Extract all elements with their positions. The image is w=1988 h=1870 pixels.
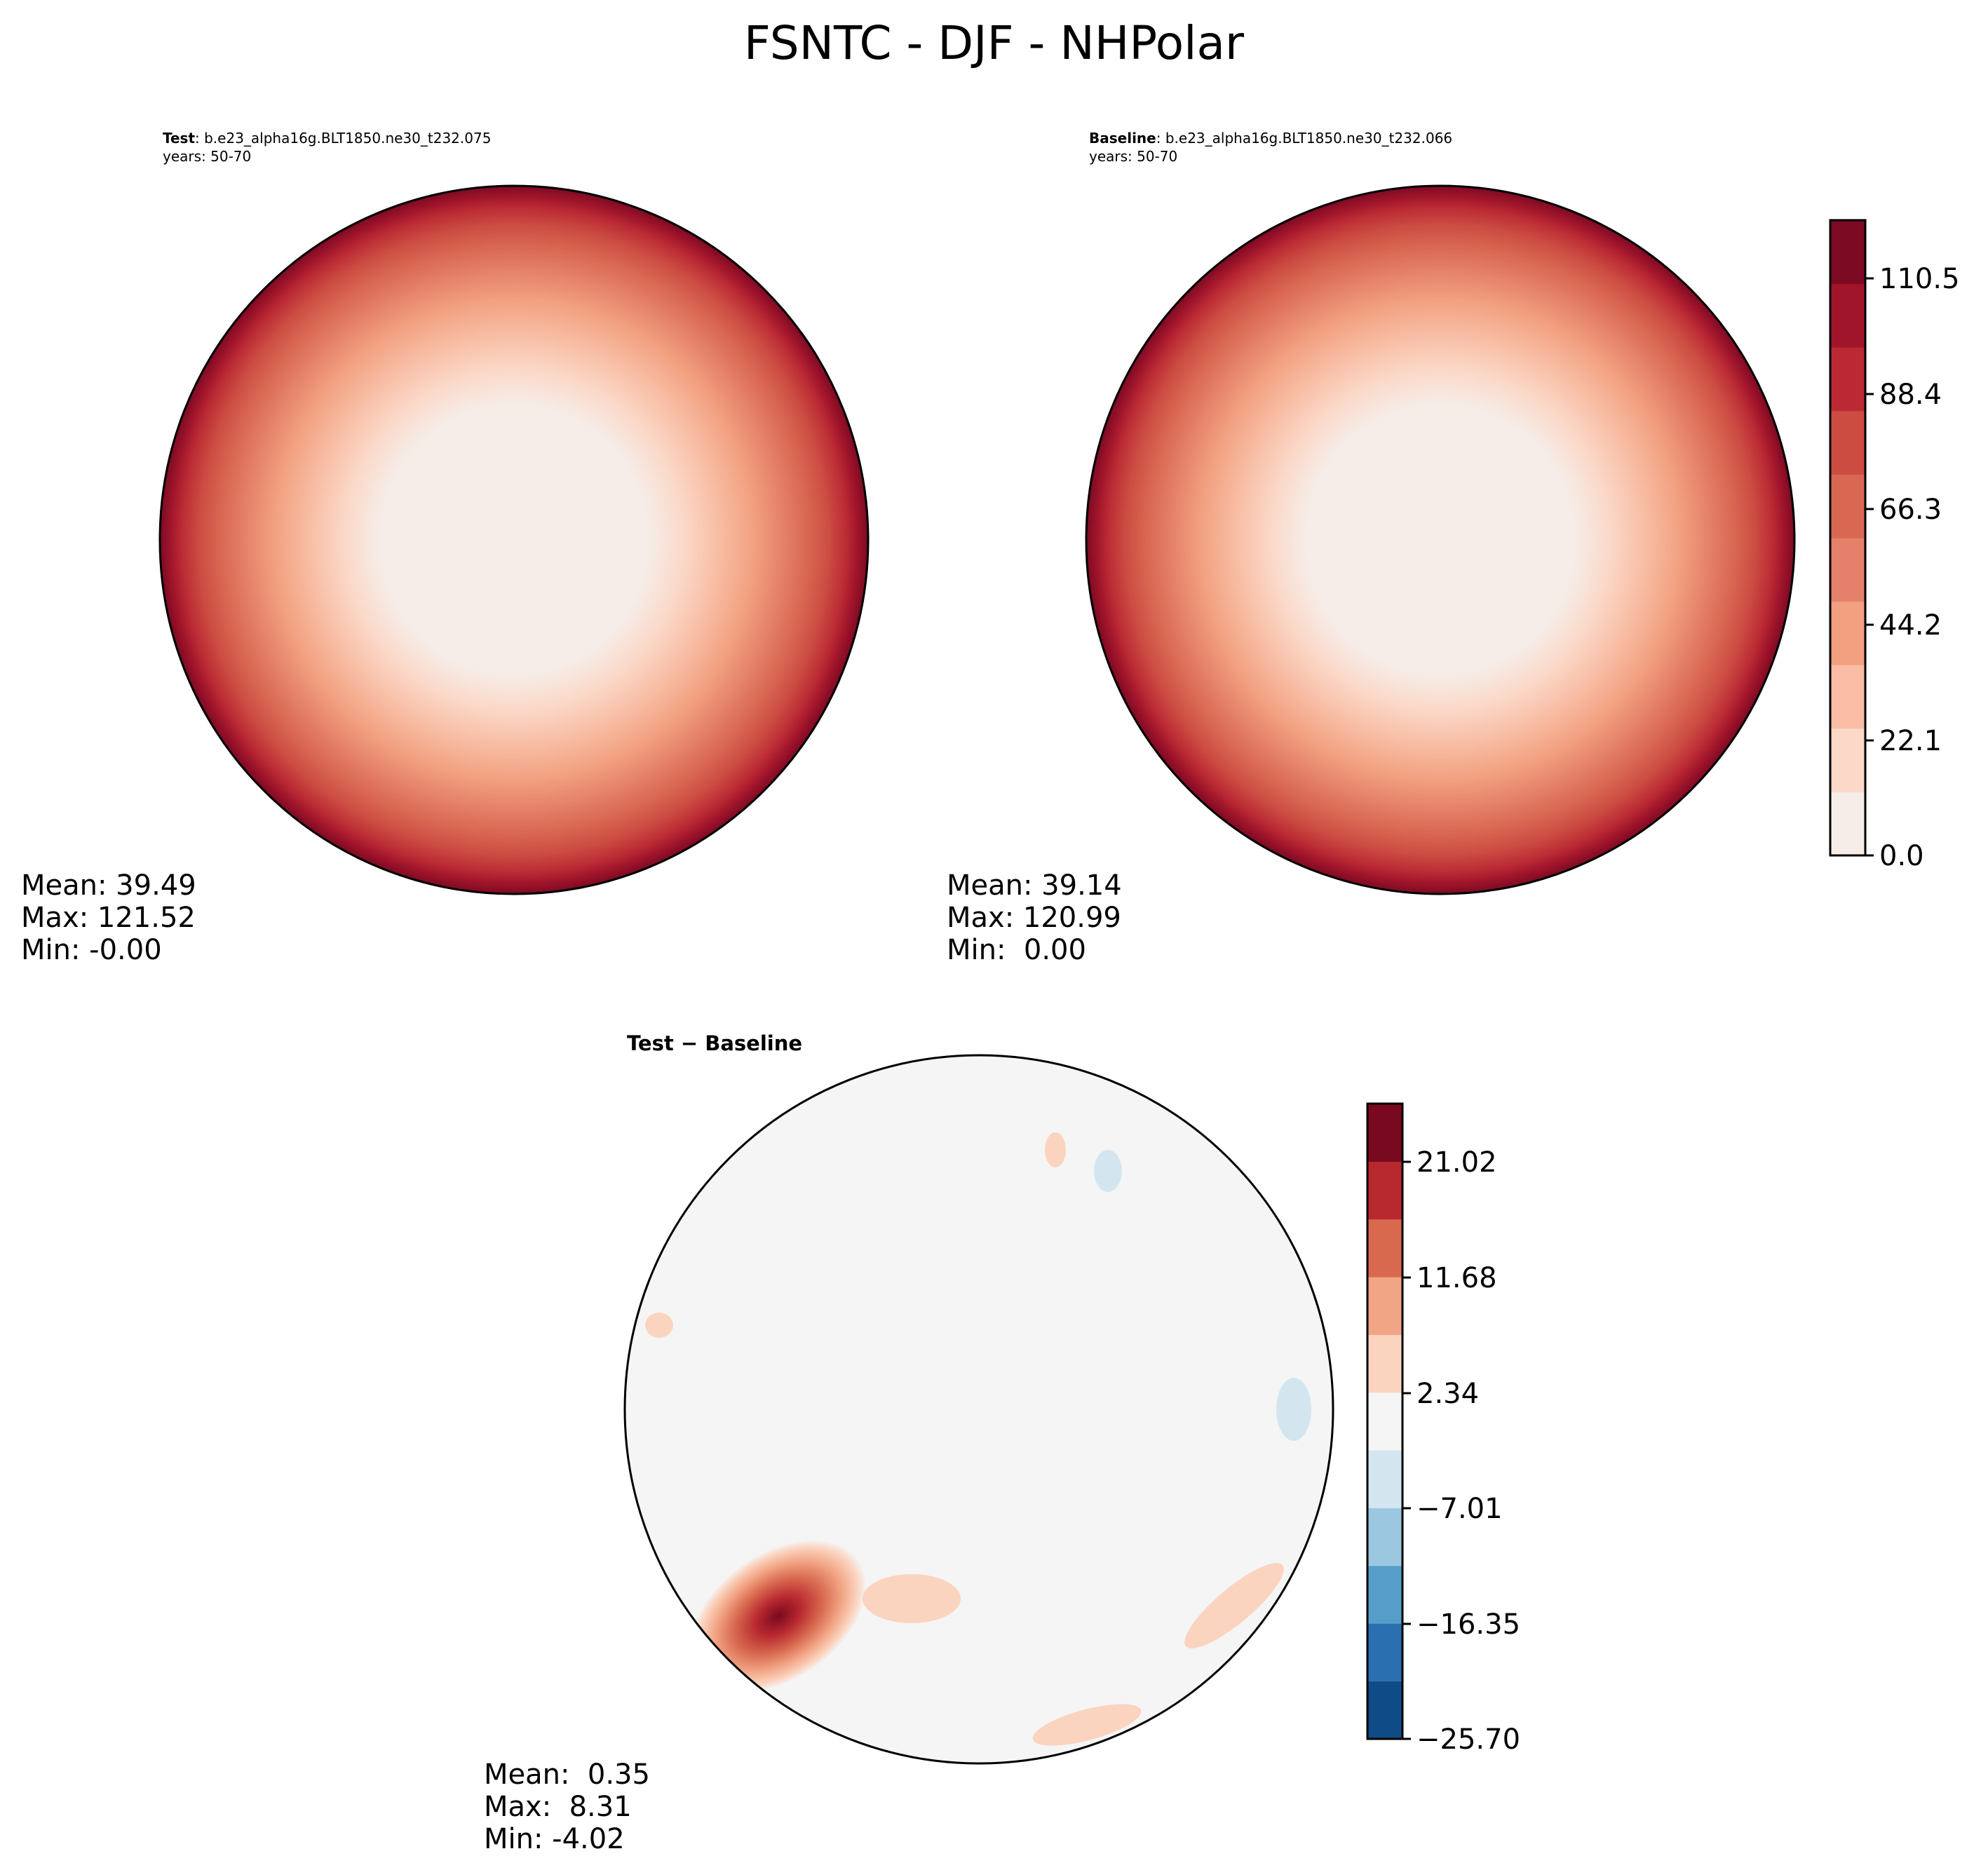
baseline-map-frame <box>1085 184 1796 895</box>
difference-colorbar-segment <box>1367 1277 1402 1335</box>
difference-mean: Mean: 0.35 <box>484 1759 650 1791</box>
baseline-case-name: : b.e23_alpha16g.BLT1850.ne30_t232.066 <box>1156 130 1453 147</box>
difference-colorbar-tick-label: −7.01 <box>1416 1493 1503 1525</box>
difference-title: Test − Baseline <box>627 1031 803 1055</box>
test-stats: Mean: 39.49 Max: 121.52 Min: -0.00 <box>21 869 196 966</box>
baseline-min: Min: 0.00 <box>947 934 1086 966</box>
positive-anomaly-west <box>645 1313 673 1338</box>
difference-colorbar-segment <box>1367 1392 1402 1451</box>
baseline-subtitle: Baseline: b.e23_alpha16g.BLT1850.ne30_t2… <box>1089 129 1452 165</box>
test-label: Test <box>163 130 196 147</box>
main-colorbar-segment <box>1830 601 1865 665</box>
main-colorbar-segment <box>1830 410 1865 475</box>
main-colorbar-segment <box>1830 347 1865 412</box>
positive-anomaly-north <box>1045 1132 1066 1167</box>
positive-anomaly-southeast <box>1184 1563 1284 1648</box>
difference-anomalies <box>645 1132 1311 1746</box>
baseline-max: Max: 120.99 <box>947 902 1121 934</box>
main-colorbar-tick-label: 88.4 <box>1879 379 1942 411</box>
difference-colorbar-tick-label: 11.68 <box>1416 1262 1497 1294</box>
test-map-field <box>160 186 868 894</box>
negative-anomaly-east <box>1276 1378 1311 1441</box>
main-colorbar-tick-label: 44.2 <box>1879 609 1942 642</box>
difference-colorbar-segment <box>1367 1681 1402 1740</box>
main-colorbar-segment <box>1830 474 1865 538</box>
difference-colorbar-segment <box>1367 1104 1402 1162</box>
positive-anomaly-hudson <box>690 1539 867 1693</box>
baseline-stats: Mean: 39.14 Max: 120.99 Min: 0.00 <box>947 869 1122 966</box>
test-case-name: : b.e23_alpha16g.BLT1850.ne30_t232.075 <box>195 130 492 147</box>
positive-anomaly-small <box>863 1574 961 1623</box>
difference-colorbar-segment <box>1367 1219 1402 1278</box>
difference-max: Max: 8.31 <box>484 1791 632 1823</box>
baseline-map-field <box>1086 186 1794 894</box>
baseline-years: years: 50-70 <box>1089 148 1178 165</box>
difference-colorbar-segment <box>1367 1565 1402 1624</box>
difference-colorbar-tick-label: −25.70 <box>1416 1723 1520 1756</box>
main-colorbar-frame <box>1829 219 1867 857</box>
difference-min: Min: -4.02 <box>484 1823 625 1855</box>
difference-map <box>623 1054 1334 1765</box>
baseline-label: Baseline <box>1089 130 1156 147</box>
difference-colorbar-segment <box>1367 1334 1402 1393</box>
negative-anomaly-north <box>1094 1150 1122 1192</box>
difference-colorbar-frame <box>1366 1102 1404 1740</box>
figure-title: FSNTC - DJF - NHPolar <box>743 16 1245 70</box>
difference-map-frame <box>623 1054 1334 1765</box>
main-colorbar-tick-label: 66.3 <box>1879 494 1942 526</box>
main-colorbar-segment <box>1830 792 1865 856</box>
main-colorbar-tick-label: 0.0 <box>1879 840 1924 872</box>
test-years: years: 50-70 <box>163 148 252 165</box>
difference-colorbar: −25.70 −16.35 −7.01 2.34 11.68 21.02 <box>1366 1102 1520 1756</box>
difference-colorbar-tick-label: 21.02 <box>1416 1146 1497 1179</box>
difference-colorbar-segment <box>1367 1450 1402 1509</box>
difference-stats: Mean: 0.35 Max: 8.31 Min: -4.02 <box>484 1759 650 1855</box>
difference-colorbar-segment <box>1367 1161 1402 1220</box>
main-colorbar: 0.0 22.1 44.2 66.3 88.4 110.5 <box>1829 219 1960 872</box>
main-colorbar-segment <box>1830 538 1865 602</box>
difference-colorbar-segment <box>1367 1623 1402 1682</box>
test-map <box>158 184 870 895</box>
main-colorbar-segment <box>1830 728 1865 792</box>
main-colorbar-segment <box>1830 283 1865 348</box>
difference-colorbar-tick-label: 2.34 <box>1416 1378 1479 1410</box>
test-subtitle: Test: b.e23_alpha16g.BLT1850.ne30_t232.0… <box>163 129 491 165</box>
test-max: Max: 121.52 <box>21 902 196 934</box>
test-map-frame <box>158 184 870 895</box>
positive-anomaly-south <box>1032 1704 1142 1746</box>
test-min: Min: -0.00 <box>21 934 162 966</box>
difference-colorbar-tick-label: −16.35 <box>1416 1608 1520 1641</box>
test-mean: Mean: 39.49 <box>21 869 196 902</box>
difference-colorbar-segment <box>1367 1507 1402 1566</box>
baseline-mean: Mean: 39.14 <box>947 869 1122 902</box>
main-colorbar-tick-label: 22.1 <box>1879 725 1942 757</box>
baseline-map <box>1085 184 1796 895</box>
main-colorbar-tick-label: 110.5 <box>1879 263 1960 295</box>
main-colorbar-segment <box>1830 665 1865 729</box>
main-colorbar-segment <box>1830 220 1865 285</box>
